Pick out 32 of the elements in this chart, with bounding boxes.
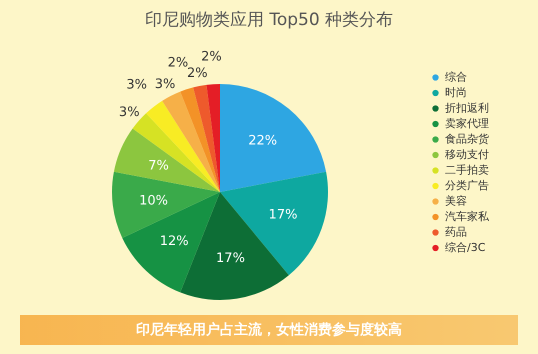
legend-label: 综合 [445,70,467,84]
legend-label: 药品 [445,226,467,238]
data-label: 2% [201,49,222,64]
data-label: 22% [248,133,278,148]
legend-label: 二手拍卖 [445,164,489,176]
banner: 印尼年轻用户占主流，女性消费参与度较高 [20,315,518,345]
legend-label: 食品杂货 [445,132,489,146]
legend-label: 卖家代理 [445,117,489,130]
legend-label: 时尚 [445,86,467,99]
pie-slice [220,84,326,192]
data-label: 3% [118,104,140,120]
legend-label: 综合/3C [445,241,486,254]
pie-slice [180,87,220,192]
pie-slice [193,84,220,192]
legend-label: 移动支付 [445,148,489,161]
data-label: 12% [160,234,189,249]
legend-label: 汽车家私 [445,210,490,223]
data-label: 2% [187,66,208,82]
chart-title: 印尼购物类应用 Top50 种类分布 [144,9,394,31]
pie-slice [146,100,220,192]
data-label: 3% [154,77,176,92]
data-label: 17% [216,251,245,266]
data-label: 3% [126,78,147,93]
pie-slice [114,128,220,192]
legend-label: 分类广告 [445,179,489,192]
data-label: 10% [139,193,168,208]
legend-label: 美容 [445,194,467,208]
legend-label: 折扣返利 [445,102,489,114]
data-label: 2% [168,56,188,71]
pie-slice [206,84,220,192]
data-label: 17% [268,208,298,223]
data-label: 7% [148,158,169,174]
